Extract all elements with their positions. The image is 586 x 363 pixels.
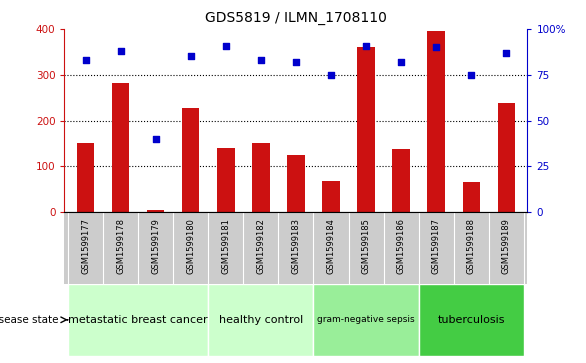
Text: GSM1599182: GSM1599182 — [256, 218, 265, 274]
Point — [431, 44, 441, 50]
Text: GSM1599184: GSM1599184 — [326, 218, 336, 274]
Point — [397, 59, 406, 65]
Bar — [462, 182, 480, 212]
Bar — [217, 148, 234, 212]
Point — [502, 50, 511, 56]
Bar — [357, 47, 375, 212]
Point — [256, 57, 265, 63]
Point — [291, 59, 301, 65]
Point — [151, 136, 161, 142]
Text: tuberculosis: tuberculosis — [438, 315, 505, 325]
Bar — [498, 103, 515, 212]
Text: GSM1599177: GSM1599177 — [81, 218, 90, 274]
Bar — [322, 181, 340, 212]
Point — [186, 54, 195, 60]
Bar — [393, 149, 410, 212]
Text: GSM1599181: GSM1599181 — [222, 218, 230, 274]
Text: GSM1599185: GSM1599185 — [362, 218, 370, 274]
Point — [326, 72, 336, 78]
Bar — [252, 143, 270, 212]
Point — [81, 57, 90, 63]
Text: disease state: disease state — [0, 315, 59, 325]
Bar — [208, 284, 314, 356]
Text: GSM1599180: GSM1599180 — [186, 218, 195, 274]
Text: metastatic breast cancer: metastatic breast cancer — [69, 315, 208, 325]
Bar — [68, 284, 208, 356]
Point — [221, 42, 230, 48]
Bar — [418, 284, 524, 356]
Text: GSM1599189: GSM1599189 — [502, 218, 511, 274]
Text: GSM1599186: GSM1599186 — [397, 218, 406, 274]
Text: gram-negative sepsis: gram-negative sepsis — [317, 315, 415, 324]
Point — [466, 72, 476, 78]
Text: GSM1599188: GSM1599188 — [467, 218, 476, 274]
Point — [362, 42, 371, 48]
Text: GSM1599187: GSM1599187 — [432, 218, 441, 274]
Bar — [112, 83, 130, 212]
Bar — [314, 284, 418, 356]
Bar — [287, 155, 305, 212]
Text: GSM1599183: GSM1599183 — [291, 218, 301, 274]
Bar — [77, 143, 94, 212]
Title: GDS5819 / ILMN_1708110: GDS5819 / ILMN_1708110 — [205, 11, 387, 25]
Point — [116, 48, 125, 54]
Text: GSM1599179: GSM1599179 — [151, 218, 160, 274]
Bar — [427, 31, 445, 212]
Text: GSM1599178: GSM1599178 — [116, 218, 125, 274]
Bar — [147, 210, 165, 212]
Text: healthy control: healthy control — [219, 315, 303, 325]
Bar — [182, 108, 199, 212]
